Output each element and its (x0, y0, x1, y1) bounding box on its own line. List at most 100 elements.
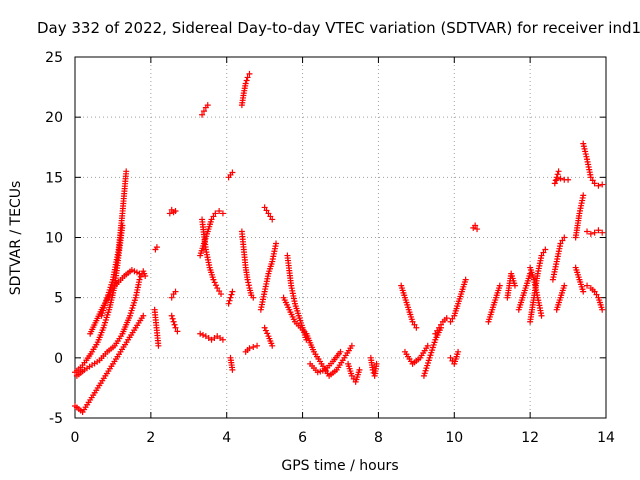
data-point (200, 108, 207, 115)
y-tick-label: 10 (45, 231, 63, 247)
data-point (436, 324, 443, 331)
data-point (553, 174, 560, 181)
data-point (348, 342, 355, 349)
data-point (273, 240, 280, 247)
data-point (153, 244, 160, 251)
data-point (409, 318, 416, 325)
data-point-interp (262, 327, 269, 334)
y-tick-label: 20 (45, 110, 63, 126)
data-point (455, 348, 462, 355)
data-point (538, 312, 545, 319)
series-trace-35 (447, 348, 462, 367)
data-point (212, 210, 219, 217)
data-point (561, 234, 568, 241)
data-point (244, 74, 251, 81)
data-point (474, 226, 481, 233)
series-trace-27 (307, 348, 344, 376)
series-trace-36 (470, 222, 481, 233)
data-point (250, 294, 257, 301)
data-point-interp (200, 331, 207, 338)
series-trace-26 (303, 330, 355, 379)
data-point (168, 294, 175, 301)
data-point-interp (559, 237, 566, 244)
data-point (216, 208, 223, 215)
series-trace-22 (257, 240, 280, 313)
series-trace-11 (199, 102, 211, 118)
data-point-interp (212, 282, 219, 289)
data-point (227, 294, 234, 301)
data-point-interp (245, 279, 252, 286)
data-points (72, 70, 606, 415)
data-point-interp (582, 151, 589, 158)
series-trace-09 (168, 312, 181, 335)
series-trace-02 (73, 268, 149, 379)
data-point (580, 140, 587, 147)
data-point (136, 276, 143, 283)
series-trace-31 (401, 342, 431, 367)
series-trace-42 (549, 234, 568, 283)
data-point (229, 169, 236, 176)
data-point-interp (434, 327, 441, 334)
data-point (225, 300, 232, 307)
data-point (443, 315, 450, 322)
series-trace-47 (580, 140, 606, 189)
data-point (595, 227, 602, 234)
data-point (172, 288, 179, 295)
data-point (265, 210, 272, 217)
data-point (587, 230, 594, 237)
y-tick-label: 0 (54, 351, 63, 367)
data-point-interp (540, 249, 547, 256)
data-point-interp (438, 321, 445, 328)
data-point-interp (580, 143, 587, 150)
data-point-interp (449, 315, 456, 322)
series-trace-48 (572, 264, 587, 295)
data-point (565, 176, 572, 183)
series-trace-18 (238, 70, 253, 109)
data-point-interp (169, 315, 176, 322)
data-point (174, 328, 181, 335)
data-point-interp (245, 282, 252, 289)
data-point-interp (264, 330, 271, 337)
data-point-interp (263, 207, 270, 214)
data-point-interp (552, 177, 559, 184)
series-trace-12 (197, 208, 226, 259)
grid-lines (75, 57, 606, 418)
data-point-interp (226, 297, 233, 304)
data-point (599, 181, 606, 188)
data-point (218, 291, 225, 298)
x-tick-label: 6 (298, 430, 307, 446)
data-point (584, 282, 591, 289)
series-trace-23 (261, 324, 276, 349)
series-trace-06 (151, 306, 162, 349)
data-point (555, 168, 562, 175)
data-point (356, 366, 363, 373)
data-point (261, 324, 268, 331)
series-trace-46 (572, 192, 587, 241)
data-point (210, 276, 217, 283)
data-point-interp (137, 273, 144, 280)
series-trace-37 (485, 282, 503, 325)
data-point (166, 210, 173, 217)
series-trace-29 (367, 354, 380, 379)
data-point-interp (554, 171, 561, 178)
data-point (208, 216, 215, 223)
data-point (413, 324, 420, 331)
x-tick-label: 2 (146, 430, 155, 446)
series-trace-21 (261, 204, 276, 223)
series-trace-01 (72, 222, 126, 376)
x-tick-label: 0 (71, 430, 80, 446)
data-point-interp (581, 145, 588, 152)
series-trace-38 (504, 270, 518, 301)
data-point (496, 282, 503, 289)
series-trace-14 (197, 330, 226, 343)
y-tick-label: 25 (45, 50, 63, 66)
data-point (599, 306, 606, 313)
series-trace-39 (515, 270, 534, 313)
data-point (599, 229, 606, 236)
data-point-interp (593, 291, 600, 298)
data-point (242, 80, 249, 87)
x-tick-label: 8 (374, 430, 383, 446)
data-point (551, 180, 558, 187)
data-point (595, 182, 602, 189)
